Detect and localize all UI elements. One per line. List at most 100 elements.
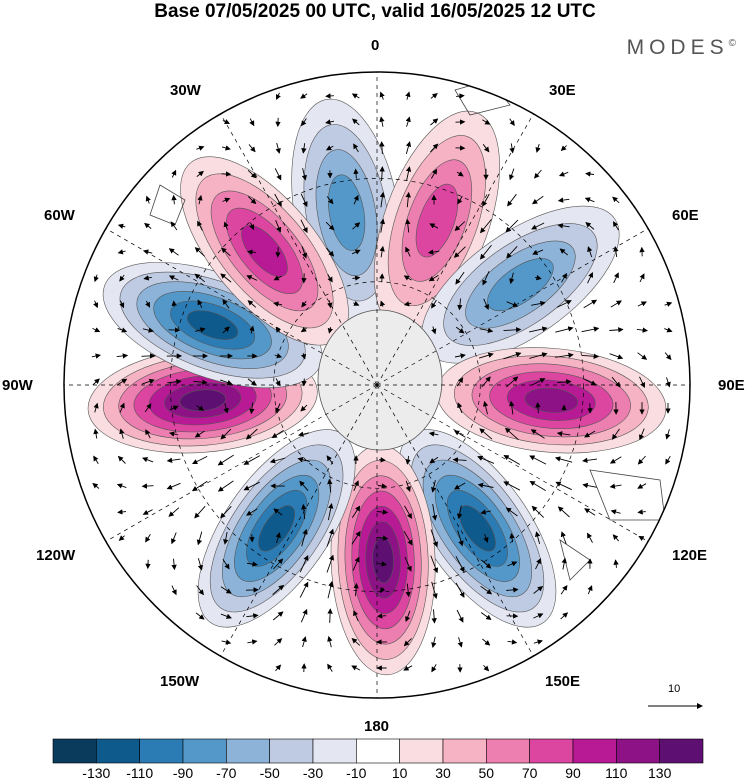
modes-logo: MODES© [627,36,736,60]
wind-arrow [352,222,361,230]
colorbar-tick-label: 130 [648,765,672,781]
wind-arrow [482,193,490,207]
wind-arrow [430,529,439,548]
wind-arrow [639,273,645,283]
wind-arrow [480,585,493,595]
wind-arrow [380,587,386,594]
wind-arrow [665,455,671,465]
wind-arrow [431,168,438,179]
lon-label-30w: 30W [170,82,201,99]
wind-arrow [275,664,282,672]
wind-arrow [405,91,411,100]
wind-arrow [301,503,307,520]
wind-arrow [247,249,257,255]
wind-arrow [220,428,232,440]
wind-arrow [142,327,154,333]
wind-arrow [220,273,232,283]
wind-arrow [220,586,232,594]
wind-arrow [168,507,180,517]
wind-arrow [453,430,466,438]
wind-arrow [167,379,182,385]
wind-arrow [247,378,257,386]
wind-arrow [145,195,151,204]
lon-label-60w: 60W [44,207,75,224]
wind-arrow [298,431,310,437]
lon-label-120e: 120E [672,547,708,564]
colorbar-swatch [269,738,314,764]
wind-arrow [555,481,572,491]
wind-arrow [269,457,286,464]
wind-arrow [353,480,359,492]
wind-arrow [637,483,647,489]
wind-arrow [483,664,490,672]
colorbar-swatch [442,738,487,764]
wind-arrow [509,168,515,181]
wind-arrow [557,197,570,203]
wind-arrow [327,300,333,309]
map-title: Base 07/05/2025 00 UTC, valid 16/05/2025… [154,1,596,22]
wind-arrow [191,455,208,465]
wind-arrow [479,428,493,440]
wind-arrow [405,246,411,257]
wind-arrow [301,143,307,154]
wind-arrow [379,245,385,258]
wind-arrow [535,402,541,414]
wind-arrow [221,171,232,177]
wind-arrow [664,352,672,361]
wind-arrow [326,247,335,257]
wind-arrow [456,171,464,177]
wind-arrow [273,301,283,307]
wind-arrow [352,118,360,126]
wind-arrow [116,483,127,489]
wind-arrow [612,221,619,231]
wind-arrow [325,145,334,151]
wind-arrow [274,353,283,359]
wind-arrow [455,582,465,598]
colorbar-tick-label: -30 [302,765,324,781]
wind-arrow [431,299,437,309]
wind-arrow [504,427,519,441]
wind-arrow [535,143,541,153]
wind-arrow [456,505,463,520]
wind-arrow [222,299,230,309]
wind-arrow [91,353,101,359]
wind-arrow [405,218,411,233]
wind-arrow [376,535,389,541]
wind-arrow [171,300,177,307]
wind-arrow [582,457,598,464]
wind-arrow [428,431,439,437]
wind-arrow [637,455,646,465]
wind-arrow [275,92,281,101]
wind-arrow [584,197,595,203]
wind-arrow [275,326,282,333]
colorbar-swatch [312,738,357,764]
wind-arrow [119,402,125,413]
wind-arrow [297,457,310,463]
wind-arrow [301,528,308,547]
wind-arrow [405,116,411,127]
wind-arrow [509,400,515,415]
wind-arrow [246,561,258,567]
wind-arrow [220,613,232,619]
wind-arrow [483,533,489,543]
wind-arrow [117,509,127,515]
wind-arrow [405,166,412,182]
wind-arrow [610,509,621,515]
antarctica-landmass [317,309,443,451]
wind-arrow [377,483,388,489]
wind-arrow [482,144,490,153]
wind-arrow [379,191,386,208]
wind-arrow [300,219,308,234]
wind-arrow [351,665,361,671]
wind-arrow [220,247,231,257]
wind-arrow [351,93,360,99]
wind-arrow [609,456,622,464]
wind-arrow [480,509,491,515]
anomaly-contour [487,258,554,312]
wind-arrow [191,480,208,492]
lon-label-90e: 90E [718,377,745,394]
wind-arrow [509,118,515,127]
wind-arrow [197,558,204,571]
wind-arrow [170,221,178,231]
wind-arrow [503,455,521,465]
